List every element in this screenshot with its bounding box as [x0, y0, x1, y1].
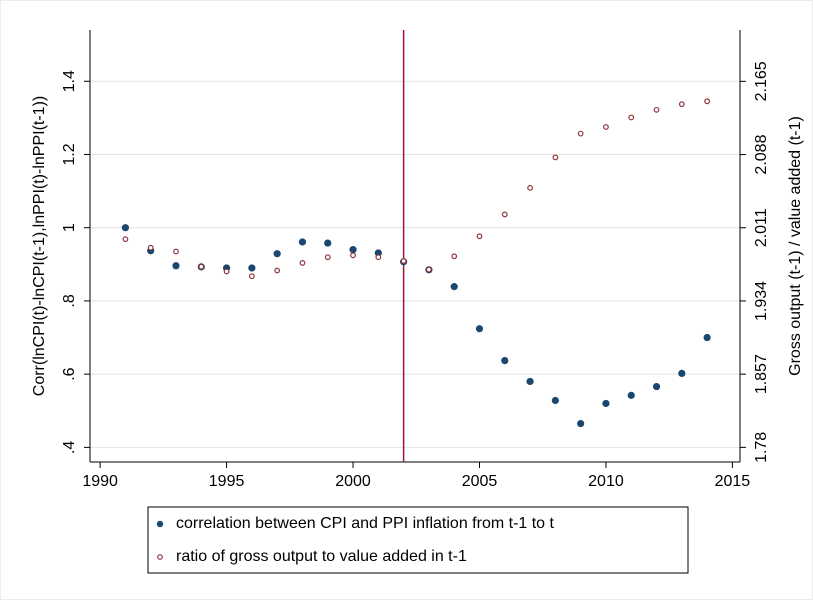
y-tick-label: .8 — [61, 294, 78, 307]
point — [653, 106, 660, 113]
x-tick-label: 2000 — [335, 473, 371, 490]
point — [627, 391, 635, 399]
y2-tick-label: 1.78 — [753, 432, 770, 463]
legend-label: ratio of gross output to value added in … — [176, 548, 467, 565]
point — [172, 262, 180, 270]
point — [298, 238, 307, 246]
x-tick-label: 2015 — [715, 473, 751, 490]
point — [274, 267, 281, 274]
point — [450, 283, 458, 291]
point — [198, 263, 205, 270]
legend-marker — [157, 554, 163, 560]
y2-tick-label: 1.857 — [753, 354, 770, 394]
point — [400, 258, 407, 264]
point — [349, 246, 357, 254]
y2-axis-title: Gross output (t-1) / value added (t-1) — [787, 116, 804, 376]
x-tick-label: 1995 — [209, 473, 245, 490]
point — [122, 236, 129, 243]
point — [678, 369, 686, 378]
y2-tick-label: 2.088 — [753, 134, 770, 174]
point — [552, 154, 559, 161]
point — [527, 184, 533, 191]
point — [704, 98, 711, 105]
point — [703, 333, 711, 342]
point — [121, 224, 130, 232]
y-tick-label: .6 — [61, 367, 78, 380]
legend-marker — [156, 520, 164, 528]
y2-tick-label: 2.165 — [753, 61, 770, 101]
point — [248, 273, 255, 280]
point — [374, 249, 382, 257]
y-tick-label: .4 — [61, 441, 78, 454]
point — [602, 399, 610, 408]
point — [526, 377, 534, 386]
point — [476, 233, 483, 240]
y2-tick-label: 2.011 — [753, 208, 770, 247]
point — [324, 254, 331, 261]
x-tick-label: 2005 — [462, 473, 498, 490]
point — [501, 211, 508, 218]
point — [628, 114, 635, 121]
y-tick-label: 1.4 — [61, 70, 78, 92]
point — [147, 244, 154, 251]
y-axis-title: Corr(lnCPI(t)-lnCPI(t-1),lnPPI(t)-lnPPI(… — [31, 96, 48, 396]
point — [475, 325, 484, 333]
point — [426, 266, 432, 273]
point — [577, 419, 585, 428]
point — [248, 264, 256, 272]
point — [324, 239, 332, 247]
point — [501, 356, 509, 365]
point — [350, 252, 356, 259]
legend-label: correlation between CPI and PPI inflatio… — [176, 515, 555, 532]
point — [678, 101, 685, 108]
point — [551, 396, 559, 405]
x-tick-label: 1990 — [82, 473, 118, 490]
point — [273, 250, 281, 258]
x-tick-label: 2010 — [588, 473, 624, 490]
point — [299, 260, 306, 266]
point — [375, 254, 382, 261]
point — [603, 124, 609, 130]
point — [173, 248, 179, 255]
point — [223, 268, 230, 275]
y-tick-label: 1 — [61, 223, 78, 232]
point — [451, 253, 458, 260]
y2-tick-label: 1.934 — [753, 281, 770, 321]
point — [652, 382, 661, 391]
point — [577, 130, 584, 137]
y-tick-label: 1.2 — [61, 143, 78, 165]
legend-box — [147, 506, 689, 574]
